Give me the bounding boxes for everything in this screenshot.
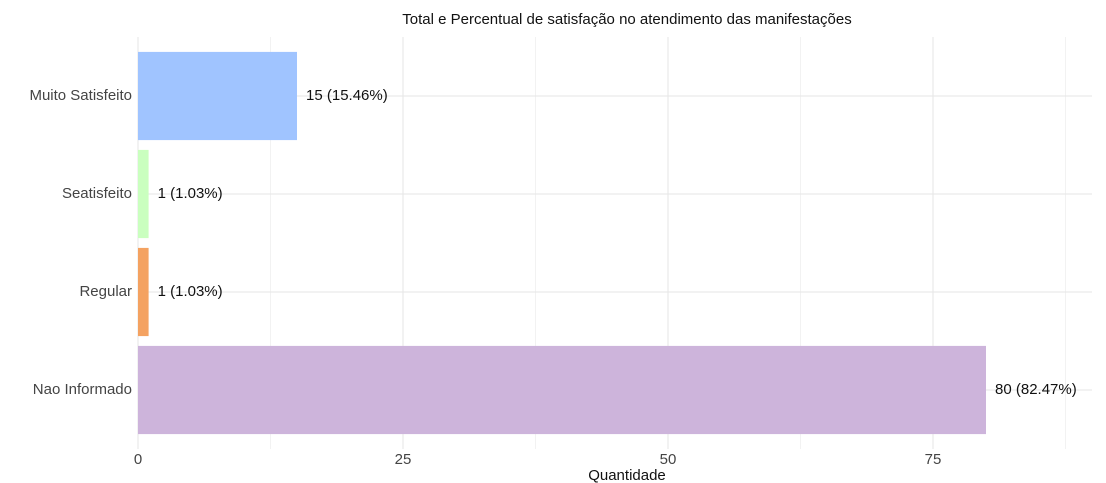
value-label: 1 (1.03%) [158, 283, 223, 300]
y-tick-label: Nao Informado [33, 381, 132, 398]
bar [138, 247, 149, 337]
chart-title: Total e Percentual de satisfação no aten… [402, 11, 851, 28]
x-tick-label: 25 [395, 451, 412, 468]
y-tick-label: Regular [79, 283, 132, 300]
bar [138, 345, 986, 435]
bar [138, 149, 149, 239]
y-tick-label: Seatisfeito [62, 185, 132, 202]
y-tick-label: Muito Satisfeito [29, 87, 132, 104]
bar [138, 51, 297, 141]
x-axis-label: Quantidade [588, 467, 666, 483]
x-tick-label: 75 [925, 451, 942, 468]
value-label: 1 (1.03%) [158, 185, 223, 202]
x-tick-label: 50 [660, 451, 677, 468]
x-tick-label: 0 [134, 451, 142, 468]
value-label: 80 (82.47%) [995, 381, 1077, 398]
value-label: 15 (15.46%) [306, 87, 388, 104]
